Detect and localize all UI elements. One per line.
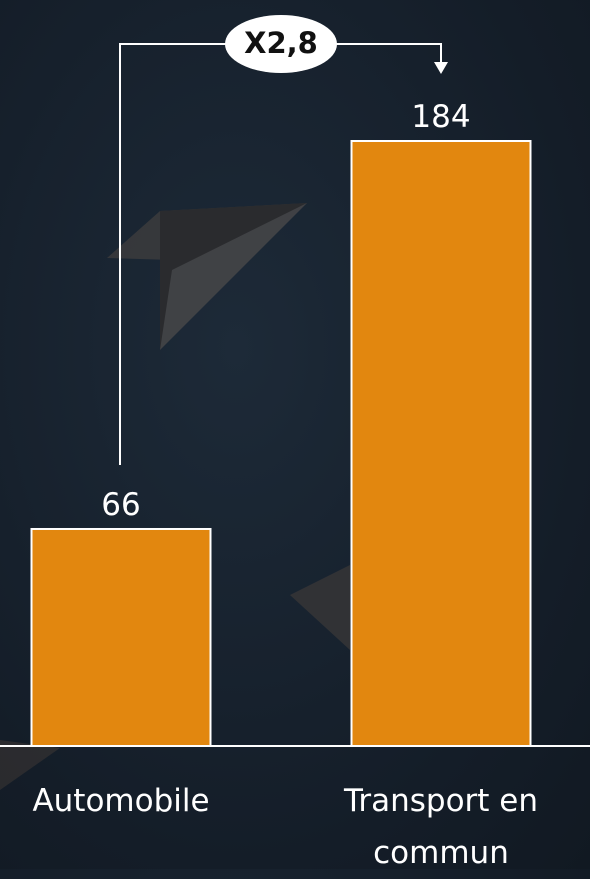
arrow-head: [434, 62, 448, 74]
value-label: 66: [101, 487, 140, 523]
ratio-annotation: X2,8: [119, 15, 448, 465]
bar: [30, 527, 212, 747]
decoration: [0, 203, 350, 790]
bar: [350, 140, 532, 747]
ratio-bubble: [225, 15, 337, 73]
value-label: 184: [411, 99, 470, 135]
category-label: Transport en commun: [343, 783, 539, 871]
category-label: Automobile: [32, 783, 210, 819]
ratio-label: X2,8: [244, 26, 318, 60]
